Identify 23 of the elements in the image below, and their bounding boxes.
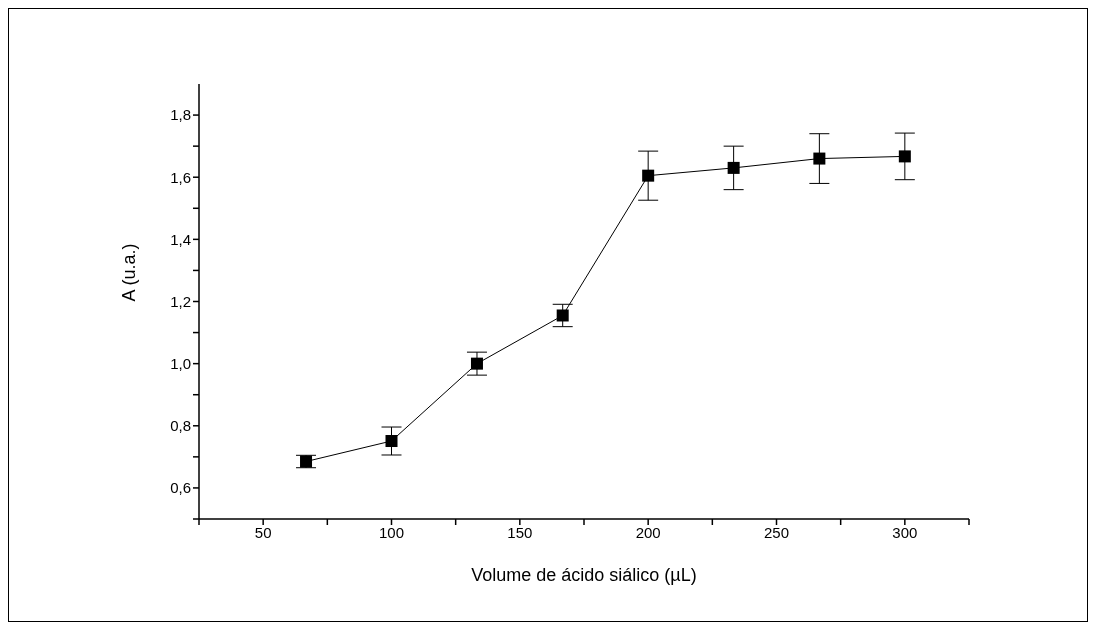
x-tick-label: 150 [507, 523, 533, 541]
y-tick-label: 1,6 [170, 168, 191, 186]
point [470, 357, 483, 370]
x-tick-label: 100 [378, 523, 405, 541]
point [813, 152, 826, 165]
y-tick-label: 1,0 [170, 354, 191, 372]
point [642, 169, 655, 182]
point [556, 309, 569, 322]
y-tick-label: 0,8 [170, 417, 191, 435]
y-tick-label: 1,8 [170, 106, 191, 124]
y-axis-title: A (u.a.) [119, 243, 140, 302]
x-tick-label: 50 [254, 523, 272, 541]
y-tick-label: 0,6 [170, 479, 191, 497]
point [300, 455, 313, 468]
point [898, 150, 911, 163]
x-axis-title: Volume de ácido siálico (µL) [471, 565, 697, 585]
point [727, 161, 740, 174]
point [385, 435, 398, 448]
y-tick-label: 1,2 [170, 292, 191, 310]
x-tick-label: 300 [892, 523, 918, 541]
x-tick-label: 200 [635, 523, 661, 541]
x-tick-label: 250 [763, 523, 790, 541]
y-tick-label: 1,4 [170, 230, 191, 248]
